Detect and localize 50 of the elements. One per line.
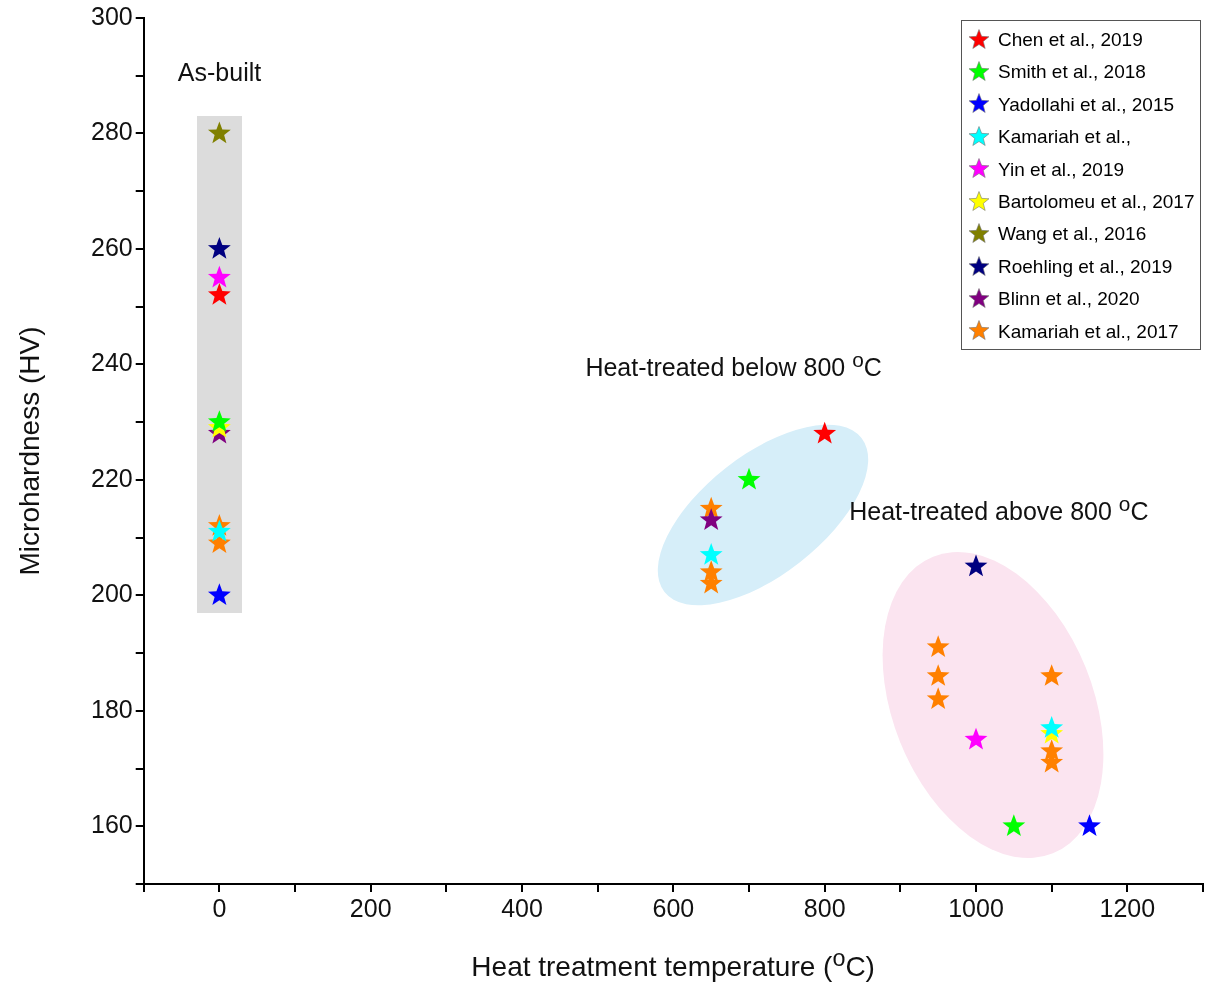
legend-label: Bartolomeu et al., 2017 bbox=[998, 191, 1195, 213]
annotation: As-built bbox=[177, 58, 262, 88]
point bbox=[207, 410, 231, 432]
legend-label: Wang et al., 2016 bbox=[998, 223, 1147, 245]
y-tick-label: 240 bbox=[90, 348, 133, 377]
legend-label: Blinn et al., 2020 bbox=[998, 288, 1140, 310]
point bbox=[207, 583, 231, 606]
y-tick-label: 280 bbox=[90, 117, 133, 146]
point bbox=[207, 236, 231, 259]
y-tick-label: 200 bbox=[90, 579, 133, 608]
x-tick-label: 600 bbox=[652, 893, 695, 922]
point bbox=[207, 519, 231, 542]
x-tick-label: 1000 bbox=[948, 893, 1004, 922]
legend-label: Roehling et al., 2019 bbox=[998, 255, 1173, 277]
point bbox=[926, 635, 950, 657]
legend-label: Kamariah et al., 2017 bbox=[998, 320, 1179, 342]
x-tick-label: 400 bbox=[501, 893, 543, 922]
point bbox=[1002, 814, 1026, 836]
point bbox=[1040, 716, 1064, 738]
point bbox=[207, 283, 231, 305]
y-tick-label: 260 bbox=[90, 232, 133, 261]
point bbox=[1078, 814, 1101, 836]
y-tick-label: 220 bbox=[90, 463, 133, 492]
point bbox=[926, 664, 950, 686]
point bbox=[207, 121, 231, 144]
x-axis-title: Heat treatment temperature ($^{o}$C) bbox=[471, 945, 875, 984]
legend-label: Kamariah et al., bbox=[998, 126, 1132, 148]
point bbox=[813, 421, 837, 444]
point bbox=[699, 542, 723, 565]
x-tick-label: 800 bbox=[803, 893, 846, 922]
point bbox=[207, 265, 231, 288]
legend-label: Yadollahi et al., 2015 bbox=[998, 93, 1175, 115]
y-tick-label: 300 bbox=[90, 1, 133, 30]
annotation: Heat-treated below 800 $^{o}$C bbox=[585, 347, 882, 383]
x-tick-label: 1200 bbox=[1099, 893, 1156, 922]
point bbox=[964, 554, 988, 577]
point bbox=[737, 467, 761, 490]
legend-label: Yin et al., 2019 bbox=[998, 158, 1125, 180]
legend-label: Chen et al., 2019 bbox=[998, 29, 1143, 50]
y-axis-title: Microhardness (HV) bbox=[13, 326, 46, 576]
legend-label: Smith et al., 2018 bbox=[998, 61, 1146, 83]
point bbox=[926, 687, 950, 709]
point bbox=[964, 727, 988, 750]
y-tick-label: 180 bbox=[90, 694, 133, 723]
annotation: Heat-treated above 800 $^{o}$C bbox=[849, 492, 1149, 527]
x-tick-label: 0 bbox=[212, 893, 227, 922]
y-tick-label: 160 bbox=[90, 810, 133, 839]
x-tick-label: 200 bbox=[349, 893, 392, 922]
point bbox=[1040, 664, 1064, 686]
point bbox=[699, 508, 723, 530]
